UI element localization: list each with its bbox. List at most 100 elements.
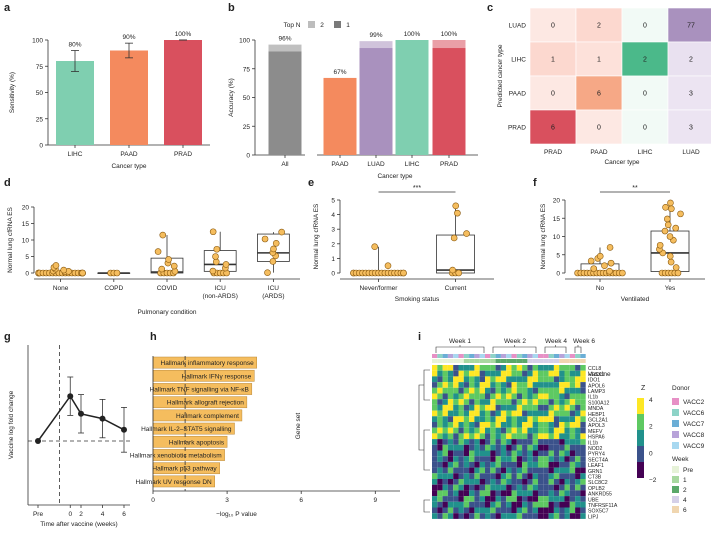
panel-i-heatmap-cell xyxy=(453,490,459,497)
panel-i-heatmap-cell xyxy=(453,433,459,440)
panel-i-week-annotation xyxy=(543,359,549,363)
panel-i-heatmap-cell xyxy=(458,473,464,479)
panel-a-y-tick-label: 100 xyxy=(32,38,43,45)
panel-i-heatmap-cell xyxy=(553,444,560,451)
panel-i-heatmap-cell xyxy=(479,490,485,497)
panel-letter-e: e xyxy=(308,177,314,189)
panel-i-heatmap-cell xyxy=(580,427,586,434)
panel-f-y-tick-label: 10 xyxy=(553,234,561,241)
panel-i-heatmap-cell xyxy=(569,387,576,394)
panel-i-heatmap-cell xyxy=(516,496,523,502)
panel-i-heatmap-cell xyxy=(511,444,517,451)
panel-f-point xyxy=(661,227,669,235)
panel-i-heatmap-cell xyxy=(548,507,554,514)
panel-i-heatmap-cell xyxy=(511,387,517,394)
panel-i-heatmap-cell xyxy=(532,422,538,428)
panel-i-heatmap-cell xyxy=(447,456,454,462)
panel-i-heatmap-cell xyxy=(432,393,438,400)
panel-i-donor-annotation xyxy=(432,354,438,358)
panel-i-heatmap-cell xyxy=(432,439,438,445)
panel-i-heatmap-cell xyxy=(469,433,475,440)
panel-i-heatmap-cell xyxy=(506,444,512,451)
panel-i-heatmap-cell xyxy=(559,399,565,405)
panel-i-heatmap-cell xyxy=(463,376,470,383)
panel-i-heatmap-cell xyxy=(543,444,549,451)
panel-i-heatmap-cell xyxy=(463,404,470,411)
panel-i-heatmap-cell xyxy=(469,479,475,485)
panel-i-heatmap-cell xyxy=(538,399,544,405)
panel-i-heatmap-cell xyxy=(516,393,523,400)
panel-g-x-label: Time after vaccine (weeks) xyxy=(40,521,117,528)
panel-i-heatmap-cell xyxy=(500,461,507,468)
panel-i-heatmap-cell xyxy=(527,507,533,514)
panel-i-heatmap-cell xyxy=(522,444,528,451)
panel-a-value-label: 90% xyxy=(122,34,135,41)
panel-i-heatmap-cell xyxy=(485,450,491,457)
panel-c-cell-value: 0 xyxy=(551,91,555,98)
panel-i-donor-annotation xyxy=(506,354,512,358)
panel-i-heatmap-cell xyxy=(500,365,507,371)
panel-i-week-annotation xyxy=(479,359,485,363)
panel-i-heatmap-cell xyxy=(575,427,581,434)
panel-i-heatmap-cell xyxy=(527,461,533,468)
panel-i-heatmap-cell xyxy=(580,387,586,394)
panel-i-heatmap-cell xyxy=(432,370,438,377)
panel-i-heatmap-cell xyxy=(575,387,581,394)
panel-i-heatmap-cell xyxy=(522,450,528,457)
panel-i-heatmap-cell xyxy=(453,399,459,405)
panel-i-heatmap-cell xyxy=(500,496,507,502)
panel-d-point xyxy=(170,262,178,270)
panel-d-y-tick-label: 5 xyxy=(25,254,29,261)
panel-i-heatmap-cell xyxy=(474,399,480,405)
panel-f-point xyxy=(672,264,680,271)
panel-i-donor-annotation xyxy=(458,354,464,358)
panel-i-heatmap-cell xyxy=(522,433,528,440)
panel-i-heatmap-cell xyxy=(580,513,586,519)
panel-i-gene-label: ANKRD55 xyxy=(588,492,612,498)
panel-i-heatmap-cell xyxy=(580,404,586,411)
panel-d-point xyxy=(154,248,162,255)
panel-i-heatmap-cell xyxy=(511,467,517,474)
panel-d-x-tick-label: COVID xyxy=(157,285,178,292)
panel-i-heatmap-cell xyxy=(569,479,576,485)
panel-i-heatmap-cell xyxy=(548,484,554,491)
panel-f-point xyxy=(656,241,664,249)
panel-i-heatmap-cell xyxy=(564,479,570,485)
panel-i-heatmap-cell xyxy=(543,507,549,514)
panel-i-heatmap-cell xyxy=(564,467,570,474)
panel-i-heatmap-cell xyxy=(437,365,443,371)
panel-f-point xyxy=(674,269,682,277)
panel-i-heatmap-cell xyxy=(548,479,554,485)
panel-i-heatmap-cell xyxy=(527,370,533,377)
panel-d-point xyxy=(60,266,67,274)
panel-i-heatmap-cell xyxy=(580,422,586,428)
panel-i-heatmap-cell xyxy=(575,461,581,468)
panel-i-heatmap-cell xyxy=(511,501,517,508)
panel-i-heatmap-cell xyxy=(543,399,549,405)
panel-i-heatmap-cell xyxy=(485,479,491,485)
panel-i-heatmap-cell xyxy=(469,422,475,428)
panel-i-week-annotation xyxy=(458,359,464,363)
panel-i-heatmap-cell xyxy=(516,382,523,388)
panel-i-heatmap-cell xyxy=(511,479,517,485)
panel-h-x-label: −log₁₀ P value xyxy=(216,511,257,518)
panel-i-heatmap-cell xyxy=(495,444,501,451)
panel-i-donor-label: VACC9 xyxy=(683,443,705,450)
panel-i-heatmap-cell xyxy=(474,370,480,377)
panel-i-heatmap-cell xyxy=(527,479,533,485)
panel-b-value-label: 100% xyxy=(404,31,421,38)
panel-i-heatmap-cell xyxy=(432,507,438,514)
panel-i-donor-annotation xyxy=(490,354,496,358)
panel-i-heatmap-cell xyxy=(442,416,448,422)
panel-i-z-tick-label: 0 xyxy=(649,450,653,457)
panel-i-z-colorbar xyxy=(637,462,644,478)
panel-e-y-tick-label: 4 xyxy=(331,212,335,219)
panel-i-heatmap-cell xyxy=(463,427,470,434)
panel-i-heatmap-cell xyxy=(474,496,480,502)
panel-i-heatmap-cell xyxy=(575,365,581,371)
panel-c-row-label: LIHC xyxy=(511,57,526,64)
panel-i-heatmap-cell xyxy=(511,461,517,468)
panel-i-week-annotation xyxy=(506,359,512,363)
panel-e-point xyxy=(384,262,392,270)
panel-i-heatmap-cell xyxy=(543,410,549,417)
